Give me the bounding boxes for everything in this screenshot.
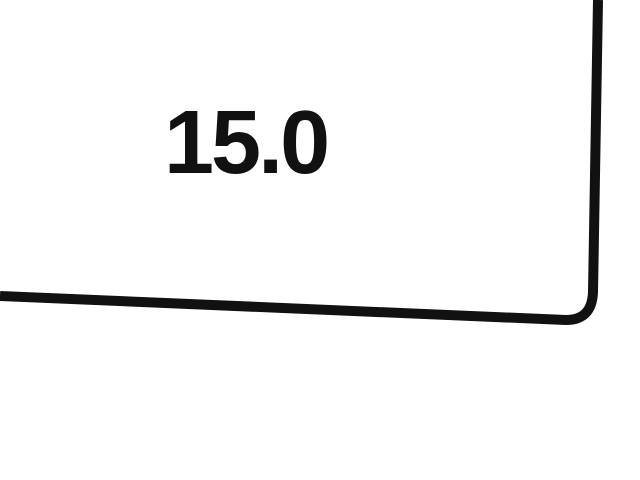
reading-value: 15.0	[164, 93, 330, 193]
